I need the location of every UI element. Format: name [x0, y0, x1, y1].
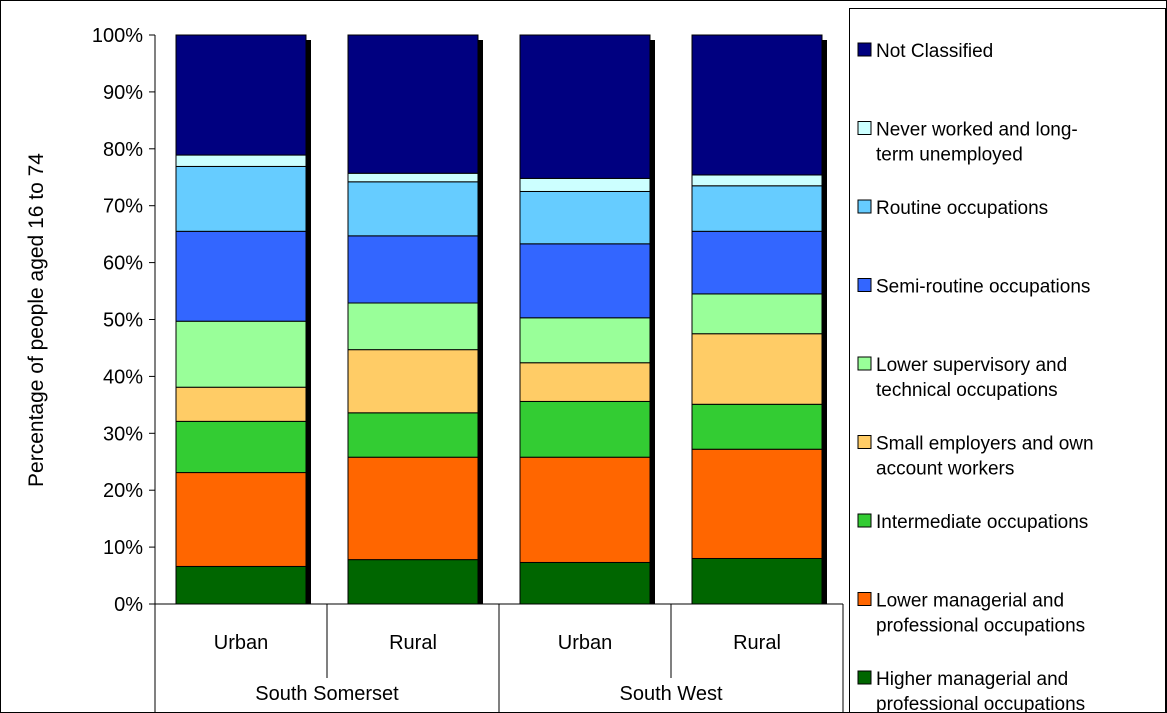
bar-segment	[175, 165, 307, 232]
bar-segment	[347, 34, 479, 174]
legend-swatch	[857, 670, 872, 685]
legend-label: Semi-routine occupations	[876, 277, 1090, 298]
x-category-label: Rural	[389, 632, 437, 654]
bar-segment	[519, 400, 651, 458]
legend-item: Routine occupations	[857, 198, 1048, 219]
bar-segment	[347, 181, 479, 237]
legend-label: Intermediate occupations	[876, 512, 1088, 533]
y-tick-label: 20%	[103, 480, 143, 502]
x-category-label: Urban	[214, 632, 268, 654]
y-tick-label: 50%	[103, 310, 143, 332]
legend-item: Semi-routine occupations	[857, 277, 1090, 298]
bar-segment	[347, 235, 479, 304]
x-category-label: Urban	[558, 632, 612, 654]
bar-segment	[691, 174, 823, 187]
legend-swatch	[857, 199, 872, 214]
bar-segment	[175, 420, 307, 474]
bar-segment	[519, 317, 651, 364]
legend-swatch	[857, 435, 872, 449]
legend-label: Never worked and long-term unemployed	[876, 120, 1078, 166]
x-group-label: South West	[619, 683, 722, 705]
legend-swatch	[857, 592, 872, 606]
bar-segment	[519, 362, 651, 402]
y-tick-label: 70%	[103, 196, 143, 218]
y-tick-label: 0%	[114, 594, 143, 616]
bar-segment	[347, 559, 479, 605]
bar-segment	[691, 403, 823, 450]
legend: Not Classified Never worked and long-term…	[849, 8, 1166, 713]
y-tick-label: 30%	[103, 423, 143, 445]
bar-segment	[519, 561, 651, 605]
bar-segment	[175, 230, 307, 322]
bar-segment	[347, 349, 479, 414]
y-tick-label: 90%	[103, 82, 143, 104]
legend-label: Not Classified	[876, 41, 993, 62]
legend-item: Lower managerial and professional occupat…	[857, 591, 1085, 637]
bar-segment	[175, 154, 307, 167]
bar-segment	[175, 386, 307, 422]
legend-swatch	[857, 278, 872, 292]
legend-swatch	[857, 513, 872, 528]
legend-item: Intermediate occupations	[857, 512, 1088, 533]
legend-label: Routine occupations	[876, 198, 1048, 219]
y-tick-label: 40%	[103, 366, 143, 388]
x-category-label: Rural	[733, 632, 781, 654]
bars-layer	[175, 34, 827, 605]
bar-segment	[691, 185, 823, 232]
x-group-label: South Somerset	[255, 683, 399, 705]
bar-segment	[347, 172, 479, 183]
bar-segment	[519, 456, 651, 563]
bar-segment	[519, 34, 651, 179]
legend-label: Higher managerial and professional occupa…	[876, 669, 1085, 713]
legend-label: Lower managerial and professional occupat…	[876, 591, 1085, 637]
bar-segment	[347, 412, 479, 458]
legend-swatch	[857, 356, 872, 371]
bar-segment	[691, 333, 823, 405]
y-tick-label: 10%	[103, 537, 143, 559]
bar-segment	[519, 177, 651, 192]
bar-segment	[175, 320, 307, 388]
y-tick-label: 80%	[103, 139, 143, 161]
legend-swatch	[857, 121, 872, 135]
y-tick-label: 60%	[103, 253, 143, 275]
legend-item: Small employers and own account workers	[857, 434, 1094, 480]
y-tick-label: 100%	[92, 25, 143, 47]
bar-segment	[691, 34, 823, 176]
bar-segment	[519, 243, 651, 319]
bar-segment	[175, 34, 307, 156]
bar-segment	[347, 302, 479, 351]
bar-segment	[175, 565, 307, 605]
bar-segment	[691, 448, 823, 559]
legend-item: Higher managerial and professional occupa…	[857, 669, 1085, 713]
bar-segment	[347, 456, 479, 561]
bar-segment	[175, 472, 307, 567]
bar-segment	[519, 190, 651, 245]
bar-segment	[691, 230, 823, 295]
legend-item: Lower supervisory and technical occupatio…	[857, 355, 1067, 401]
y-axis-label: Percentage of people aged 16 to 74	[25, 153, 48, 487]
legend-item: Not Classified	[857, 41, 993, 62]
bar-segment	[691, 293, 823, 335]
legend-item: Never worked and long-term unemployed	[857, 120, 1078, 166]
legend-label: Lower supervisory and technical occupatio…	[876, 355, 1067, 401]
legend-swatch	[857, 42, 872, 57]
bar-segment	[691, 557, 823, 605]
legend-label: Small employers and own account workers	[876, 434, 1094, 480]
axes-layer: 0% 10% 20% 30% 40% 50% 60% 70% 80% 90% 100% Urban Ru…	[92, 25, 844, 713]
